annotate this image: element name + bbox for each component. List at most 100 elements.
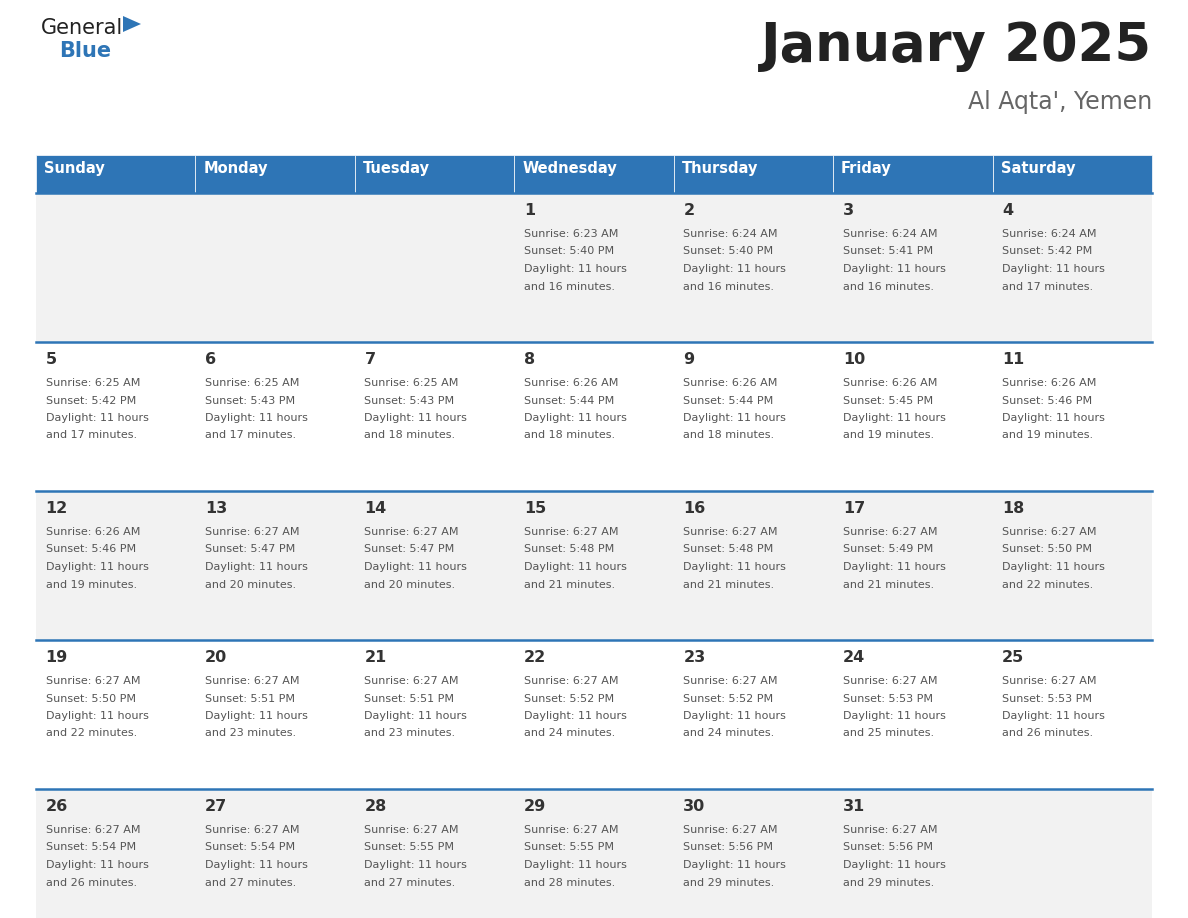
Bar (196, 155, 355, 193)
Text: Daylight: 11 hours: Daylight: 11 hours (842, 264, 946, 274)
Text: Sunset: 5:40 PM: Sunset: 5:40 PM (524, 247, 614, 256)
Text: Sunrise: 6:25 AM: Sunrise: 6:25 AM (206, 378, 299, 388)
Text: Wednesday: Wednesday (523, 161, 617, 176)
Text: 19: 19 (45, 650, 68, 665)
Text: and 18 minutes.: and 18 minutes. (365, 431, 455, 441)
Text: Daylight: 11 hours: Daylight: 11 hours (45, 413, 148, 423)
Text: Sunrise: 6:27 AM: Sunrise: 6:27 AM (206, 825, 299, 835)
Text: and 29 minutes.: and 29 minutes. (842, 878, 934, 888)
Bar (355, 789, 514, 918)
Text: 23: 23 (683, 650, 706, 665)
Bar (36, 789, 196, 918)
Bar (36, 640, 196, 789)
Text: and 16 minutes.: and 16 minutes. (842, 282, 934, 292)
Text: 12: 12 (45, 501, 68, 516)
Bar (674, 789, 833, 918)
Text: Sunset: 5:46 PM: Sunset: 5:46 PM (45, 544, 135, 554)
Text: 31: 31 (842, 799, 865, 814)
Text: Sunrise: 6:23 AM: Sunrise: 6:23 AM (524, 229, 618, 239)
Text: Sunrise: 6:27 AM: Sunrise: 6:27 AM (524, 527, 618, 537)
Bar (674, 491, 833, 640)
Text: Sunset: 5:49 PM: Sunset: 5:49 PM (842, 544, 933, 554)
Text: Sunrise: 6:27 AM: Sunrise: 6:27 AM (683, 676, 778, 686)
Text: 7: 7 (365, 352, 375, 367)
Text: 1: 1 (524, 203, 535, 218)
Text: 6: 6 (206, 352, 216, 367)
Text: Sunrise: 6:27 AM: Sunrise: 6:27 AM (1003, 676, 1097, 686)
Text: and 18 minutes.: and 18 minutes. (524, 431, 615, 441)
Bar (674, 155, 833, 193)
Text: and 21 minutes.: and 21 minutes. (524, 579, 615, 589)
Text: Monday: Monday (203, 161, 268, 176)
Text: 22: 22 (524, 650, 546, 665)
Text: Sunrise: 6:26 AM: Sunrise: 6:26 AM (524, 378, 618, 388)
Text: and 29 minutes.: and 29 minutes. (683, 878, 775, 888)
Text: Sunrise: 6:26 AM: Sunrise: 6:26 AM (842, 378, 937, 388)
Text: 13: 13 (206, 501, 227, 516)
Text: Sunrise: 6:26 AM: Sunrise: 6:26 AM (45, 527, 140, 537)
Text: Sunset: 5:42 PM: Sunset: 5:42 PM (45, 396, 135, 406)
Bar (514, 640, 674, 789)
Bar (514, 155, 674, 193)
Text: and 28 minutes.: and 28 minutes. (524, 878, 615, 888)
Text: 14: 14 (365, 501, 386, 516)
Text: Daylight: 11 hours: Daylight: 11 hours (524, 264, 627, 274)
Text: Daylight: 11 hours: Daylight: 11 hours (524, 711, 627, 721)
Text: 21: 21 (365, 650, 386, 665)
Text: Sunrise: 6:25 AM: Sunrise: 6:25 AM (365, 378, 459, 388)
Bar (196, 640, 355, 789)
Text: and 19 minutes.: and 19 minutes. (1003, 431, 1093, 441)
Bar (992, 342, 1152, 491)
Text: and 27 minutes.: and 27 minutes. (206, 878, 296, 888)
Text: Daylight: 11 hours: Daylight: 11 hours (206, 860, 308, 870)
Text: and 26 minutes.: and 26 minutes. (1003, 729, 1093, 738)
Text: and 26 minutes.: and 26 minutes. (45, 878, 137, 888)
Text: and 17 minutes.: and 17 minutes. (206, 431, 296, 441)
Text: Daylight: 11 hours: Daylight: 11 hours (1003, 413, 1105, 423)
Text: Sunset: 5:43 PM: Sunset: 5:43 PM (206, 396, 295, 406)
Bar (833, 789, 992, 918)
Text: 26: 26 (45, 799, 68, 814)
Text: Daylight: 11 hours: Daylight: 11 hours (524, 562, 627, 572)
Text: 24: 24 (842, 650, 865, 665)
Bar (514, 342, 674, 491)
Text: Sunset: 5:51 PM: Sunset: 5:51 PM (365, 693, 455, 703)
Bar (355, 491, 514, 640)
Text: Daylight: 11 hours: Daylight: 11 hours (206, 562, 308, 572)
Text: Daylight: 11 hours: Daylight: 11 hours (45, 711, 148, 721)
Text: Daylight: 11 hours: Daylight: 11 hours (45, 562, 148, 572)
Text: January 2025: January 2025 (762, 20, 1152, 72)
Text: and 22 minutes.: and 22 minutes. (45, 729, 137, 738)
Text: Sunset: 5:56 PM: Sunset: 5:56 PM (842, 843, 933, 853)
Polygon shape (124, 16, 141, 32)
Text: Daylight: 11 hours: Daylight: 11 hours (1003, 562, 1105, 572)
Text: and 16 minutes.: and 16 minutes. (683, 282, 775, 292)
Text: and 18 minutes.: and 18 minutes. (683, 431, 775, 441)
Text: Sunset: 5:54 PM: Sunset: 5:54 PM (206, 843, 295, 853)
Text: and 20 minutes.: and 20 minutes. (206, 579, 296, 589)
Bar (992, 491, 1152, 640)
Text: and 24 minutes.: and 24 minutes. (683, 729, 775, 738)
Text: and 22 minutes.: and 22 minutes. (1003, 579, 1093, 589)
Text: Thursday: Thursday (682, 161, 758, 176)
Text: and 23 minutes.: and 23 minutes. (365, 729, 455, 738)
Text: 5: 5 (45, 352, 57, 367)
Bar (355, 342, 514, 491)
Bar (833, 491, 992, 640)
Text: Sunset: 5:55 PM: Sunset: 5:55 PM (365, 843, 455, 853)
Text: 16: 16 (683, 501, 706, 516)
Text: Daylight: 11 hours: Daylight: 11 hours (524, 413, 627, 423)
Text: Daylight: 11 hours: Daylight: 11 hours (842, 860, 946, 870)
Text: 9: 9 (683, 352, 695, 367)
Text: Sunset: 5:50 PM: Sunset: 5:50 PM (1003, 544, 1092, 554)
Bar (36, 491, 196, 640)
Text: Sunset: 5:44 PM: Sunset: 5:44 PM (524, 396, 614, 406)
Text: Daylight: 11 hours: Daylight: 11 hours (365, 860, 467, 870)
Bar (674, 640, 833, 789)
Text: Tuesday: Tuesday (362, 161, 430, 176)
Text: Sunrise: 6:24 AM: Sunrise: 6:24 AM (1003, 229, 1097, 239)
Text: Sunrise: 6:27 AM: Sunrise: 6:27 AM (842, 527, 937, 537)
Bar (674, 193, 833, 342)
Text: Sunset: 5:45 PM: Sunset: 5:45 PM (842, 396, 933, 406)
Bar (992, 789, 1152, 918)
